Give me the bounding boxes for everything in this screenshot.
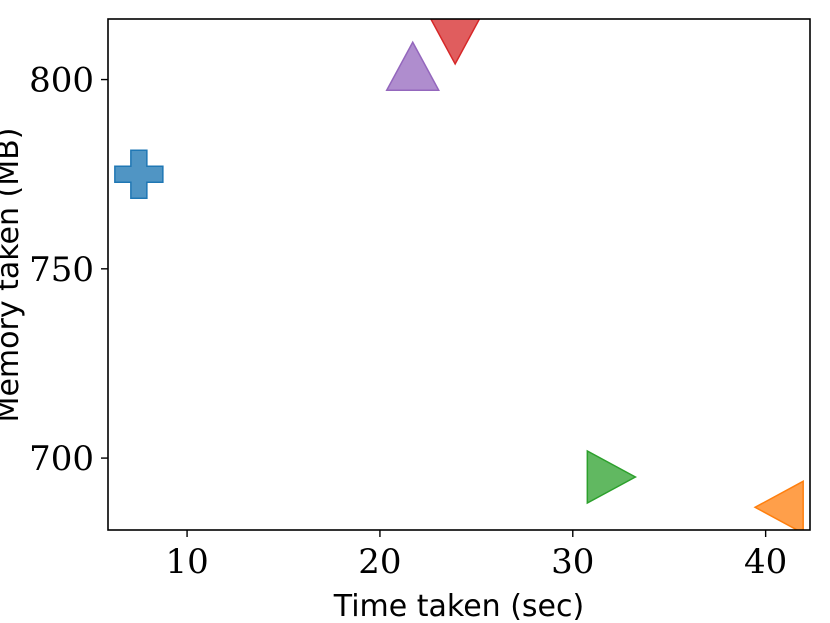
plot-frame xyxy=(107,18,811,531)
y-tick-label: 800 xyxy=(29,61,94,101)
x-tick-label: 10 xyxy=(165,542,208,582)
data-point-triangle-left xyxy=(753,480,804,530)
y-tick-label: 750 xyxy=(29,250,94,290)
data-point-plus xyxy=(114,149,164,199)
x-axis: 10 20 30 40 xyxy=(165,530,787,582)
data-point-triangle-right xyxy=(586,449,638,505)
y-tick-label: 700 xyxy=(29,439,94,479)
data-point-triangle-up xyxy=(385,40,440,92)
y-axis: 700 750 800 xyxy=(29,61,108,479)
y-axis-label: Memory taken (MB) xyxy=(0,128,26,423)
data-point-triangle-down xyxy=(430,19,481,66)
data-points xyxy=(114,19,804,530)
x-tick-label: 20 xyxy=(358,542,401,582)
x-tick-label: 30 xyxy=(551,542,594,582)
x-tick-label: 40 xyxy=(744,542,787,582)
x-axis-label: Time taken (sec) xyxy=(333,589,584,623)
